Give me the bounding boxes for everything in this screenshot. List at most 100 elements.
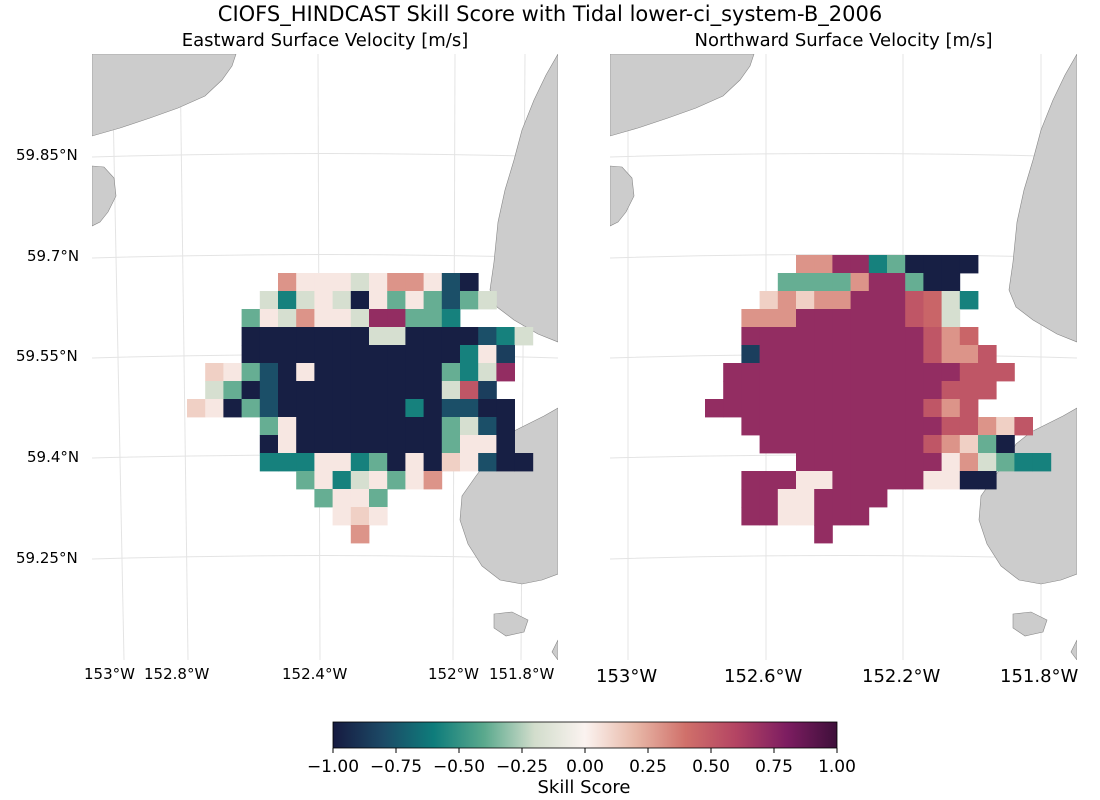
skill-cell: [278, 327, 297, 346]
lat-label: 59.7°N: [27, 247, 80, 265]
skill-cell: [905, 435, 924, 454]
skill-cell: [832, 417, 851, 436]
skill-cell: [387, 291, 406, 310]
skill-cell: [796, 489, 815, 508]
skill-cell: [741, 363, 760, 382]
skill-cell: [314, 471, 333, 490]
skill-cell: [314, 435, 333, 454]
skill-cell: [923, 435, 942, 454]
skill-cell: [905, 291, 924, 310]
skill-cell: [959, 327, 979, 346]
skill-cell: [814, 381, 833, 400]
skill-cell: [697, 219, 716, 237]
skill-cell: [868, 327, 888, 346]
skill-cell: [814, 507, 833, 526]
skill-cell: [777, 291, 797, 310]
skill-cell: [423, 453, 443, 472]
skill-cell: [850, 327, 870, 346]
skill-cell: [642, 201, 661, 219]
figure-title: CIOFS_HINDCAST Skill Score with Tidal lo…: [217, 2, 883, 26]
skill-cell: [978, 381, 997, 400]
land: [92, 54, 558, 660]
skill-cell: [796, 399, 815, 418]
skill-cell: [741, 417, 760, 436]
lat-label: 59.4°N: [27, 448, 80, 466]
skill-cell: [832, 255, 851, 274]
skill-cell: [941, 363, 961, 382]
skill-cell: [405, 453, 424, 472]
skill-cell: [814, 399, 833, 418]
skill-cell: [296, 327, 315, 346]
skill-cell: [978, 417, 997, 436]
skill-cell: [741, 327, 760, 346]
skill-cell: [923, 417, 942, 436]
skill-cell: [777, 363, 797, 382]
skill-cell: [923, 381, 942, 400]
skill-cell: [660, 183, 679, 201]
skill-cell: [460, 345, 479, 364]
skill-cell: [187, 399, 206, 418]
skill-cell: [369, 435, 388, 454]
skill-cell: [959, 255, 979, 274]
skill-cell: [350, 363, 370, 382]
skill-cell: [423, 273, 443, 292]
skill-cell: [332, 327, 352, 346]
skill-cell: [796, 507, 815, 526]
skill-cell: [678, 201, 697, 219]
skill-cell: [259, 399, 279, 418]
skill-cell: [350, 507, 370, 526]
colorbar-tick-label: 0.75: [755, 757, 793, 777]
skill-cell: [814, 345, 833, 364]
skill-cell: [905, 345, 924, 364]
skill-cell: [350, 381, 370, 400]
skill-cell: [923, 345, 942, 364]
lon-label: 151.8°W: [1000, 666, 1079, 687]
colorbar-tick-label: 0.00: [566, 757, 604, 777]
lat-label: 59.85°N: [16, 146, 78, 164]
skill-cell: [350, 471, 370, 490]
skill-cell: [223, 399, 242, 418]
skill-cell: [905, 399, 924, 418]
skill-cell: [759, 345, 779, 364]
skill-cell: [441, 363, 461, 382]
skill-cell: [887, 345, 906, 364]
skill-cell: [868, 471, 888, 490]
skill-cell: [832, 381, 851, 400]
skill-cell: [296, 309, 315, 328]
skill-cell: [296, 291, 315, 310]
skill-cell: [642, 237, 661, 255]
skill-cell: [259, 417, 279, 436]
skill-cell: [296, 471, 315, 490]
skill-cell: [996, 417, 1015, 436]
skill-cell: [514, 453, 534, 472]
skill-cell: [296, 417, 315, 436]
skill-cell: [868, 255, 888, 274]
skill-cell: [478, 291, 497, 310]
skill-cell: [959, 399, 979, 418]
skill-cell: [405, 327, 424, 346]
skill-cell: [741, 489, 760, 508]
skill-cell: [350, 273, 370, 292]
colorbar-tick-label: −0.75: [370, 757, 422, 777]
skill-cell: [796, 345, 815, 364]
colorbar-tick-label: 0.25: [629, 757, 667, 777]
skill-cell: [777, 417, 797, 436]
panel-title-northward: Northward Surface Velocity [m/s]: [694, 30, 993, 51]
skill-cell: [850, 273, 870, 292]
skill-cell: [478, 381, 497, 400]
skill-cell: [332, 435, 352, 454]
skill-cell: [241, 309, 261, 328]
skill-cell: [314, 399, 333, 418]
skill-cell: [923, 471, 942, 490]
skill-cell: [514, 327, 534, 346]
skill-cell: [460, 453, 479, 472]
skill-cell: [314, 291, 333, 310]
skill-cell: [496, 453, 515, 472]
skill-cell: [423, 291, 443, 310]
skill-cell: [405, 363, 424, 382]
skill-cell: [741, 399, 760, 418]
skill-cell: [441, 453, 461, 472]
skill-cell: [887, 291, 906, 310]
skill-cell: [978, 435, 997, 454]
skill-cell: [796, 471, 815, 490]
